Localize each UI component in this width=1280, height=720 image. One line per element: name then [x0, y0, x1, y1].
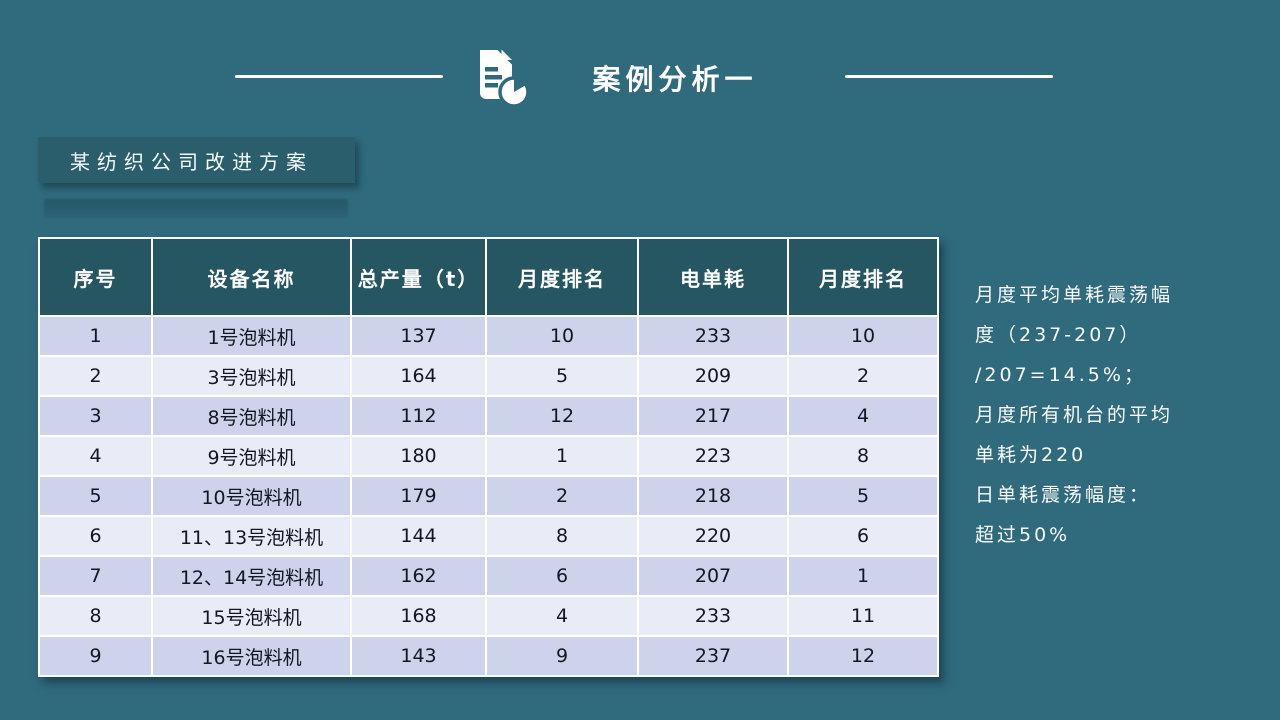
table-cell: 1号泡料机 [151, 315, 352, 357]
table-cell: 162 [350, 555, 487, 597]
table-cell: 9 [38, 635, 153, 677]
note-line: 度（237-207） [975, 324, 1142, 346]
table-cell: 5 [485, 355, 639, 397]
table-cell: 237 [637, 635, 789, 677]
table-cell: 10号泡料机 [151, 475, 352, 517]
table-cell: 10 [787, 315, 939, 357]
table-cell: 5 [38, 475, 153, 517]
title-decor-line-right [845, 75, 1053, 78]
note-line: /207=14.5%； [975, 364, 1146, 386]
table-row: 1 1号泡料机 137 10 233 10 [38, 315, 939, 357]
column-header: 总产量（t） [350, 237, 487, 317]
column-header: 序号 [38, 237, 153, 317]
table-cell: 2 [38, 355, 153, 397]
table-body: 1 1号泡料机 137 10 233 10 2 3号泡料机 164 5 209 2 3 8号泡料机 112 1… [38, 315, 939, 677]
table-cell: 3号泡料机 [151, 355, 352, 397]
subtitle-label: 某纺织公司改进方案 [70, 149, 313, 174]
note-text: 月度平均单耗震荡幅 度（237-207） /207=14.5%； 月度所有机台的平均单… [975, 275, 1275, 555]
table-cell: 233 [637, 595, 789, 637]
note-line: 单耗为220 [975, 444, 1087, 466]
table-cell: 218 [637, 475, 789, 517]
table-row: 8 15号泡料机 168 4 233 11 [38, 595, 939, 637]
table-cell: 217 [637, 395, 789, 437]
table-cell: 1 [787, 555, 939, 597]
table-cell: 144 [350, 515, 487, 557]
table-cell: 1 [485, 435, 639, 477]
table-cell: 3 [38, 395, 153, 437]
equipment-table: 序号 设备名称 总产量（t） 月度排名 电单耗 月度排名 1 1号泡料机 137 10 233 10… [38, 237, 939, 677]
column-header: 月度排名 [787, 237, 939, 317]
document-pie-chart-icon [466, 46, 536, 112]
table-cell: 4 [787, 395, 939, 437]
table-cell: 16号泡料机 [151, 635, 352, 677]
table-cell: 10 [485, 315, 639, 357]
table-cell: 15号泡料机 [151, 595, 352, 637]
table-cell: 11 [787, 595, 939, 637]
table-row: 7 12、14号泡料机 162 6 207 1 [38, 555, 939, 597]
title-decor-line-left [235, 75, 443, 78]
table-cell: 6 [485, 555, 639, 597]
table-cell: 12 [787, 635, 939, 677]
table-cell: 12 [485, 395, 639, 437]
table-cell: 168 [350, 595, 487, 637]
table-cell: 6 [38, 515, 153, 557]
table-row: 5 10号泡料机 179 2 218 5 [38, 475, 939, 517]
table-cell: 9 [485, 635, 639, 677]
table-cell: 220 [637, 515, 789, 557]
table-row: 2 3号泡料机 164 5 209 2 [38, 355, 939, 397]
table-cell: 7 [38, 555, 153, 597]
table-cell: 8 [38, 595, 153, 637]
note-line: 超过50% [975, 524, 1071, 546]
column-header: 电单耗 [637, 237, 789, 317]
table-cell: 8号泡料机 [151, 395, 352, 437]
table-cell: 4 [38, 435, 153, 477]
table-cell: 5 [787, 475, 939, 517]
column-header: 月度排名 [485, 237, 639, 317]
note-line: 月度所有机台的平均 [975, 404, 1174, 426]
table-cell: 8 [485, 515, 639, 557]
table-header-row: 序号 设备名称 总产量（t） 月度排名 电单耗 月度排名 [38, 237, 939, 317]
table-row: 6 11、13号泡料机 144 8 220 6 [38, 515, 939, 557]
note-line: 日单耗震荡幅度： [975, 484, 1152, 506]
table-cell: 4 [485, 595, 639, 637]
table-cell: 164 [350, 355, 487, 397]
table-row: 3 8号泡料机 112 12 217 4 [38, 395, 939, 437]
table-cell: 143 [350, 635, 487, 677]
table-cell: 8 [787, 435, 939, 477]
table-cell: 11、13号泡料机 [151, 515, 352, 557]
table-cell: 2 [485, 475, 639, 517]
table-cell: 9号泡料机 [151, 435, 352, 477]
note-line: 月度平均单耗震荡幅 [975, 284, 1174, 306]
table-cell: 12、14号泡料机 [151, 555, 352, 597]
table-cell: 6 [787, 515, 939, 557]
subtitle-box: 某纺织公司改进方案 [38, 137, 355, 183]
table-cell: 112 [350, 395, 487, 437]
table-cell: 233 [637, 315, 789, 357]
page-title: 案例分析一 [592, 63, 758, 96]
table-cell: 180 [350, 435, 487, 477]
column-header: 设备名称 [151, 237, 352, 317]
table-cell: 2 [787, 355, 939, 397]
table-cell: 137 [350, 315, 487, 357]
table-cell: 207 [637, 555, 789, 597]
table-cell: 209 [637, 355, 789, 397]
subtitle-reflection [44, 199, 348, 218]
table-row: 4 9号泡料机 180 1 223 8 [38, 435, 939, 477]
table-row: 9 16号泡料机 143 9 237 12 [38, 635, 939, 677]
table-cell: 223 [637, 435, 789, 477]
table-cell: 1 [38, 315, 153, 357]
table-cell: 179 [350, 475, 487, 517]
